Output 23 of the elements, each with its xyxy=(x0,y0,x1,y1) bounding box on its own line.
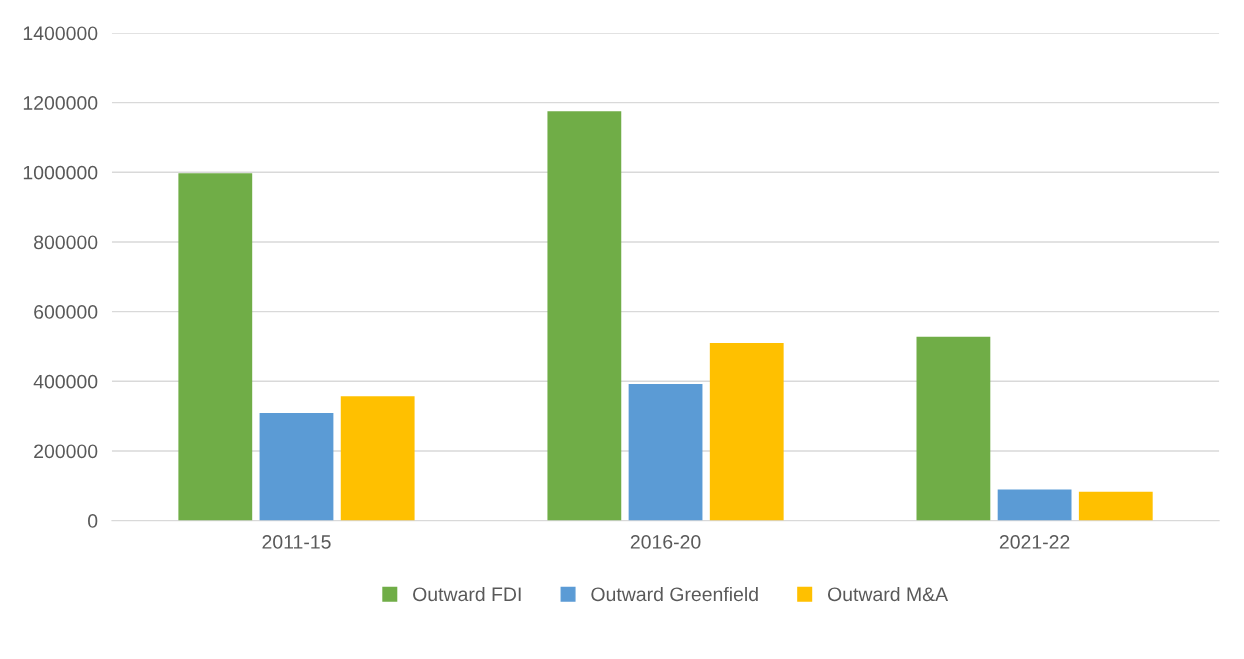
x-tick-label: 2021-22 xyxy=(999,535,1070,549)
legend-label: Outward M&A xyxy=(827,586,949,602)
bar xyxy=(997,489,1072,521)
x-tick-label: 2016-20 xyxy=(630,535,701,549)
bar xyxy=(709,342,784,521)
legend-label: Outward FDI xyxy=(413,586,521,602)
y-tick-label: 600000 xyxy=(34,305,98,319)
bar xyxy=(340,396,415,521)
y-tick-label: 1400000 xyxy=(23,26,98,41)
bar xyxy=(1078,491,1153,521)
bar xyxy=(178,173,253,521)
y-tick-label: 800000 xyxy=(34,235,98,250)
bar xyxy=(259,412,334,521)
x-tick-label: 2011-15 xyxy=(262,535,331,549)
bar xyxy=(916,336,991,521)
y-tick-label: 0 xyxy=(88,514,98,528)
bar xyxy=(547,111,622,521)
legend-label: Outward Greenfield xyxy=(591,586,758,602)
y-tick-label: 1200000 xyxy=(23,96,98,110)
bar xyxy=(628,384,703,521)
y-tick-label: 200000 xyxy=(34,444,98,459)
y-tick-label: 1000000 xyxy=(23,165,98,180)
y-tick-label: 400000 xyxy=(33,374,98,389)
